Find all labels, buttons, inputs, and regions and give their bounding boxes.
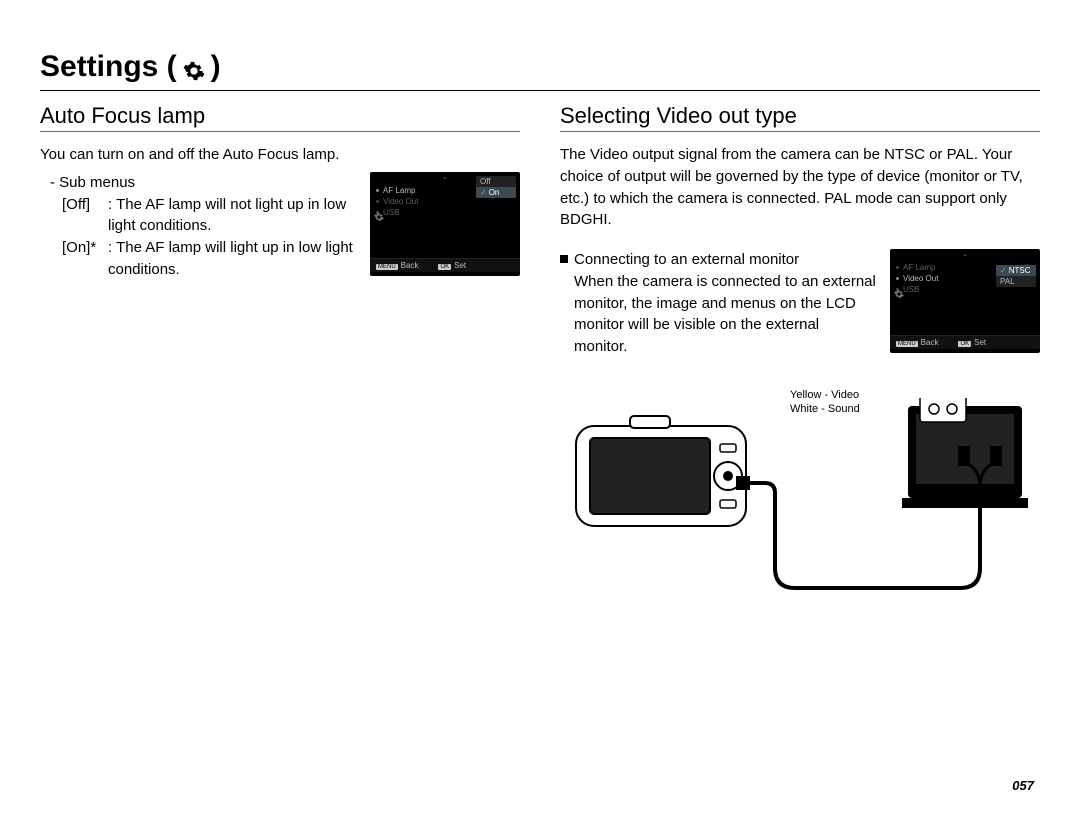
av-cable-icon [560,398,1060,628]
submenus-label: - Sub menus [50,172,356,194]
lcd2-opt1: PAL [996,276,1036,287]
lcd-gear-icon [374,212,384,224]
lcd1-opt1: On [489,188,500,197]
on-label: [On]* [62,237,102,281]
video-intro: The Video output signal from the camera … [560,144,1040,231]
lcd2-item0: AF Lamp [903,263,935,272]
on-desc: : The AF lamp will light up in low light… [108,237,356,281]
connection-diagram: Yellow - Video White - Sound [560,398,1040,628]
gear-icon [183,56,205,78]
lcd1-back: Back [401,261,419,270]
check-icon: ✓ [1000,266,1007,275]
connect-heading: Connecting to an external monitor [574,251,799,268]
lcd-gear-icon [894,289,904,301]
connect-block: Connecting to an external monitor When t… [560,249,876,358]
video-divider [560,131,1040,132]
lcd2-back: Back [921,338,939,347]
lcd2-options: ✓NTSC PAL [996,265,1036,287]
lcd1-options: Off ✓On [476,176,516,198]
lcd2-item1: Video Out [903,274,938,283]
title-suffix: ) [211,50,221,84]
lcd1-btn-back: MENU [376,264,398,270]
lcd1-item0: AF Lamp [383,186,415,195]
off-desc: : The AF lamp will not light up in low l… [108,194,356,238]
video-heading: Selecting Video out type [560,103,1040,129]
left-column: Auto Focus lamp You can turn on and off … [40,103,520,628]
square-bullet-icon [560,255,568,263]
title-prefix: Settings ( [40,50,177,84]
lcd1-item2: USB [383,208,399,217]
af-divider [40,131,520,132]
title-divider [40,90,1040,91]
lcd1-set: Set [454,261,466,270]
af-lcd-screenshot: ⌃ AF Lamp Video Out USB Off ✓On MENUBack… [370,172,520,276]
lcd2-set: Set [974,338,986,347]
lcd2-btn-set: OK [958,341,971,347]
video-lcd-screenshot: ⌃ AF LampOn Video Out USB ✓NTSC PAL MENU… [890,249,1040,353]
connect-body: When the camera is connected to an exter… [574,271,876,358]
lcd2-opt0: NTSC [1009,266,1031,275]
page-title: Settings ( ) [40,50,1040,84]
up-arrow-icon: ⌃ [890,253,1040,262]
page-number: 057 [1012,778,1034,793]
lcd1-opt0: Off [476,176,516,187]
lcd1-item1: Video Out [383,197,418,206]
af-heading: Auto Focus lamp [40,103,520,129]
lcd2-btn-back: MENU [896,341,918,347]
lcd2-item2: USB [903,285,919,294]
af-sub-block: - Sub menus [Off] : The AF lamp will not… [40,172,356,281]
right-column: Selecting Video out type The Video outpu… [560,103,1040,628]
af-intro: You can turn on and off the Auto Focus l… [40,144,520,166]
check-icon: ✓ [480,188,487,197]
lcd1-btn-set: OK [438,264,451,270]
off-label: [Off] [62,194,102,238]
